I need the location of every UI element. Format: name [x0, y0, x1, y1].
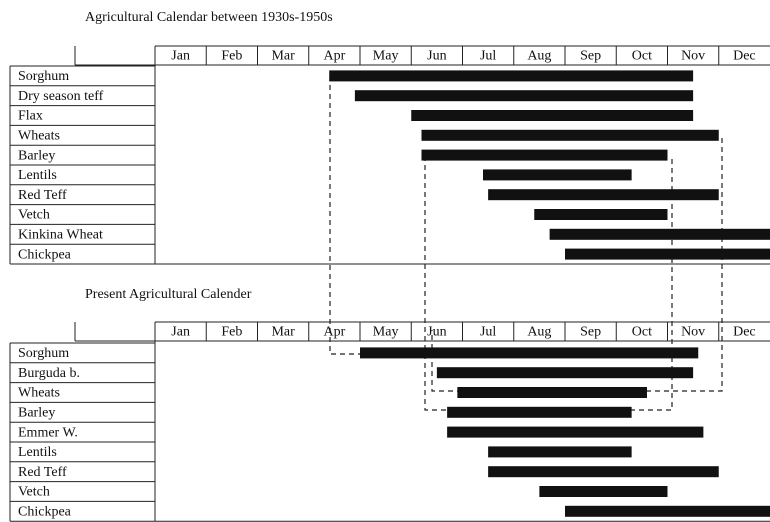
month-label: Jan [171, 49, 190, 64]
task-bar [360, 347, 699, 359]
month-label: Sep [580, 325, 601, 340]
task-bar [565, 505, 770, 517]
task-bar [549, 228, 770, 240]
month-label: Dec [733, 49, 756, 64]
month-label: Jun [427, 325, 446, 340]
task-label: Burguda b. [18, 366, 80, 381]
month-label: Mar [271, 325, 295, 340]
task-label: Wheats [18, 129, 60, 144]
task-bar [447, 426, 704, 438]
task-bar [421, 149, 668, 161]
task-label: Chickpea [18, 247, 72, 262]
month-label: Apr [323, 325, 345, 340]
task-label: Red Teff [18, 188, 67, 203]
task-bar [539, 486, 668, 497]
task-label: Flax [18, 109, 43, 124]
task-label: Kinkina Wheat [18, 228, 103, 243]
task-bar [565, 248, 770, 260]
month-label: Sep [580, 49, 601, 64]
task-bar [421, 129, 719, 141]
month-label: Jul [480, 49, 496, 64]
task-label: Vetch [18, 485, 50, 500]
month-label: Aug [527, 49, 551, 64]
task-bar [488, 446, 632, 458]
month-label: Jul [480, 325, 496, 340]
task-bar [329, 70, 694, 82]
month-label: Nov [681, 49, 705, 64]
task-bar [488, 466, 719, 478]
task-bar [457, 387, 647, 398]
dashed-connector [329, 76, 360, 355]
task-label: Emmer W. [18, 425, 78, 440]
month-label: Oct [632, 49, 652, 64]
task-label: Lentils [18, 445, 57, 460]
month-label: May [373, 49, 399, 64]
task-bar [483, 169, 632, 181]
month-label: Jan [171, 325, 190, 340]
task-bar [436, 367, 694, 379]
month-label: Feb [221, 325, 242, 340]
chart-title: Present Agricultural Calender [85, 287, 252, 302]
dashed-connector [424, 156, 673, 411]
task-label: Barley [18, 406, 55, 421]
task-bar [534, 209, 668, 220]
month-label: Apr [323, 49, 345, 64]
month-label: Dec [733, 325, 756, 340]
task-bar [447, 406, 632, 418]
task-label: Vetch [18, 208, 50, 223]
task-label: Sorghum [18, 69, 69, 84]
task-label: Sorghum [18, 346, 69, 361]
month-label: Aug [527, 325, 551, 340]
task-bar [411, 110, 694, 121]
month-label: May [373, 325, 399, 340]
task-bar [354, 90, 694, 102]
task-bar [488, 189, 719, 201]
task-label: Lentils [18, 168, 57, 183]
month-label: Mar [271, 49, 295, 64]
month-label: Nov [681, 325, 705, 340]
month-label: Oct [632, 325, 652, 340]
connector-lines [329, 76, 723, 411]
task-label: Chickpea [18, 505, 72, 520]
task-label: Wheats [18, 386, 60, 401]
task-label: Dry season teff [18, 89, 104, 104]
task-label: Barley [18, 148, 55, 163]
month-label: Feb [221, 49, 242, 64]
chart-title: Agricultural Calendar between 1930s-1950… [85, 10, 333, 25]
month-label: Jun [427, 49, 446, 64]
task-label: Red Teff [18, 465, 67, 480]
